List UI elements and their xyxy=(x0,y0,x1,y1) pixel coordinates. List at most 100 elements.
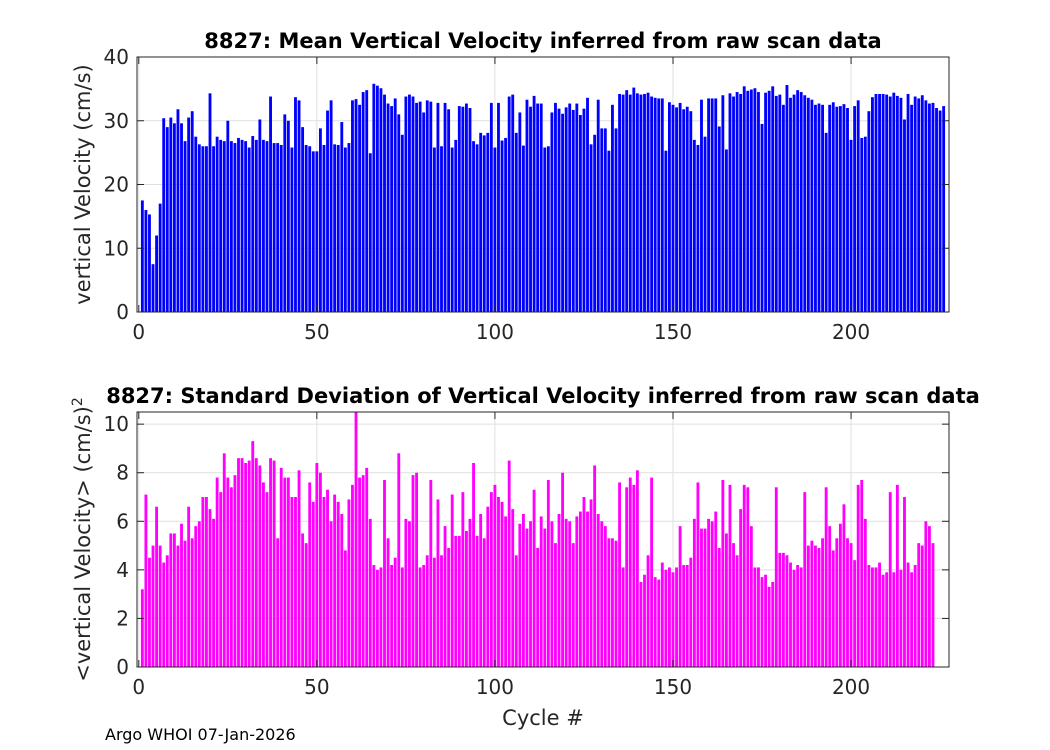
bar xyxy=(703,136,707,312)
chart-title: 8827: Standard Deviation of Vertical Vel… xyxy=(106,384,980,408)
x-axis-label: Cycle # xyxy=(502,706,584,730)
bar xyxy=(262,482,265,667)
bar xyxy=(247,147,251,312)
bar xyxy=(660,98,664,312)
x-tick-label: 50 xyxy=(304,320,329,344)
bar xyxy=(789,97,792,312)
bar xyxy=(194,136,198,312)
bar xyxy=(518,112,522,313)
bar xyxy=(568,103,572,312)
bar xyxy=(575,103,579,312)
bar xyxy=(322,497,326,667)
bar xyxy=(543,528,547,667)
bar xyxy=(479,514,483,667)
bar xyxy=(400,567,404,667)
bar xyxy=(318,472,322,667)
bar xyxy=(247,460,251,667)
bar xyxy=(582,108,586,312)
bar xyxy=(849,139,853,313)
bar xyxy=(347,143,351,312)
bar xyxy=(927,526,931,667)
bar xyxy=(735,555,739,667)
axes-box xyxy=(136,411,950,668)
bar xyxy=(867,565,871,667)
bar xyxy=(251,441,255,667)
bar xyxy=(457,535,461,667)
bar xyxy=(689,557,693,667)
bar xyxy=(924,100,928,312)
bar xyxy=(625,90,629,313)
bar xyxy=(272,460,276,667)
y-axis-label-superscript: 2 xyxy=(70,397,86,406)
bar xyxy=(668,102,671,312)
tick-marks xyxy=(137,412,949,668)
bar xyxy=(180,123,183,312)
bar xyxy=(514,132,518,312)
bar xyxy=(582,497,586,667)
bar xyxy=(657,98,661,312)
bar xyxy=(297,100,301,312)
bar xyxy=(828,104,832,312)
x-tick-label: 100 xyxy=(476,675,514,699)
bar xyxy=(596,514,600,667)
bar-series xyxy=(140,83,946,313)
bar xyxy=(906,93,910,312)
bar xyxy=(746,487,750,667)
bar xyxy=(411,96,415,312)
bar xyxy=(774,487,778,667)
bar xyxy=(183,540,187,667)
bar xyxy=(621,94,625,312)
bar xyxy=(664,150,668,312)
bar xyxy=(653,577,657,667)
bar xyxy=(479,132,483,312)
y-tick-label: 20 xyxy=(104,173,129,197)
bar xyxy=(831,550,835,667)
bar xyxy=(849,543,853,667)
bar xyxy=(635,470,639,667)
bar xyxy=(643,93,646,312)
x-tick-label: 150 xyxy=(654,320,692,344)
bar xyxy=(304,144,308,312)
bar xyxy=(315,463,319,667)
bar xyxy=(785,555,789,667)
bar xyxy=(447,548,451,667)
bar xyxy=(838,106,842,312)
bar xyxy=(675,567,678,667)
bar xyxy=(749,526,753,667)
bar xyxy=(586,511,589,667)
bar xyxy=(525,99,529,313)
bar xyxy=(554,102,557,313)
bar xyxy=(340,514,344,667)
x-tick-label: 0 xyxy=(132,320,145,344)
bar xyxy=(935,108,938,312)
bar xyxy=(489,492,493,667)
bar xyxy=(283,114,287,313)
bar xyxy=(589,144,593,312)
bar xyxy=(354,99,358,312)
bar xyxy=(465,531,468,667)
std-velocity-chart: 0 50 100 150 200 0 2 4 6 8 10 8827: Standard Devia… xyxy=(70,384,980,730)
bar xyxy=(162,118,166,312)
bar xyxy=(625,487,629,667)
bar xyxy=(375,85,379,312)
bar xyxy=(700,99,703,313)
bar xyxy=(233,475,237,667)
y-tick-label: 10 xyxy=(104,412,129,436)
bar xyxy=(308,482,312,667)
bar xyxy=(685,565,689,667)
bar xyxy=(632,87,636,312)
bar xyxy=(347,499,351,667)
tick-labels: 0 50 100 150 200 0 10 20 30 40 xyxy=(104,45,871,344)
bar xyxy=(386,538,390,667)
bar xyxy=(536,103,540,312)
tick-marks xyxy=(137,56,949,313)
bar xyxy=(721,480,725,667)
bar xyxy=(646,92,650,312)
bar xyxy=(888,96,892,312)
bar xyxy=(596,99,600,313)
bar xyxy=(753,567,757,667)
bar xyxy=(262,139,265,313)
bar xyxy=(803,492,807,667)
bar xyxy=(329,100,333,312)
bar xyxy=(251,136,255,312)
